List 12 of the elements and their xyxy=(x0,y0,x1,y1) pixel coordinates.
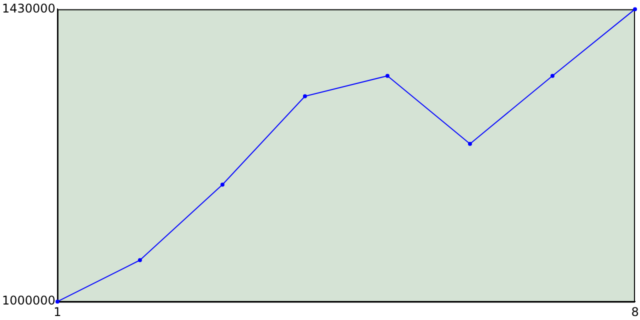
point xyxy=(302,94,307,98)
x-tick-label: 1 xyxy=(54,304,62,319)
y-tick-label: 1000000 xyxy=(2,294,56,308)
point xyxy=(550,74,554,78)
point xyxy=(633,7,637,12)
point xyxy=(55,300,60,304)
y-tick-label: 1430000 xyxy=(2,1,56,16)
x-tick-label: 8 xyxy=(631,304,639,319)
point xyxy=(220,182,224,187)
point xyxy=(138,258,142,262)
point xyxy=(385,74,390,78)
point xyxy=(468,142,472,146)
